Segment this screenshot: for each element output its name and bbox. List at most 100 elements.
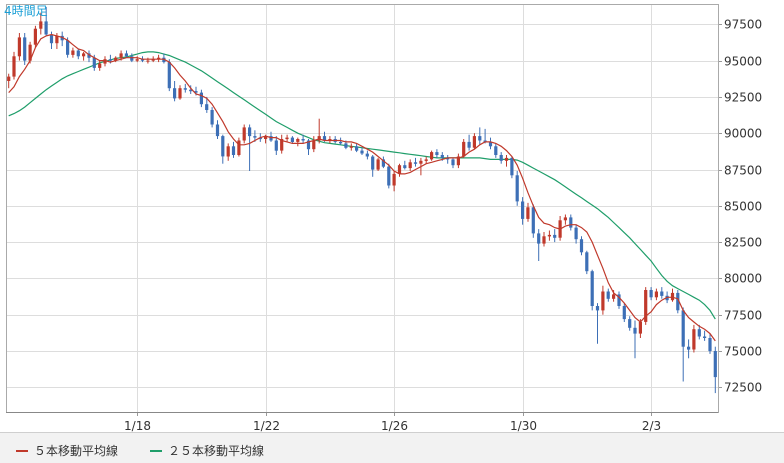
candle <box>87 50 91 63</box>
candle <box>595 303 600 344</box>
candle <box>628 316 632 331</box>
candle-body <box>103 59 107 64</box>
candle <box>590 269 594 311</box>
candle-body <box>633 327 637 334</box>
candle-body <box>397 165 402 174</box>
candle-body <box>119 53 123 58</box>
candle-body <box>264 136 268 139</box>
candle-body <box>71 50 75 55</box>
candle <box>237 137 241 157</box>
candle <box>328 136 332 144</box>
candle <box>408 159 412 171</box>
candle-body <box>644 290 648 322</box>
candle-body <box>344 143 348 148</box>
x-tick-label: 1/26 <box>381 419 408 432</box>
candle <box>687 339 691 359</box>
candle-body <box>547 234 551 237</box>
candle-body <box>665 295 669 301</box>
candle-body <box>478 136 482 141</box>
candle-body <box>376 159 380 170</box>
candle-body <box>258 137 262 140</box>
y-tick-label: 92500 <box>724 91 762 105</box>
candle-body <box>242 127 246 141</box>
y-tick-label: 82500 <box>724 236 762 250</box>
candle-body <box>253 136 257 138</box>
y-tick-label: 72500 <box>724 381 762 395</box>
candle-body <box>140 59 145 61</box>
candle-body <box>371 156 375 170</box>
candle <box>312 136 316 153</box>
candle <box>381 156 385 169</box>
candle-body <box>39 21 43 29</box>
candles-layer <box>7 6 717 394</box>
candle-body <box>670 292 675 301</box>
candle-body <box>585 252 589 272</box>
candle-body <box>98 63 102 68</box>
candle-body <box>510 157 514 176</box>
y-tick-label: 95000 <box>724 55 762 69</box>
candle-body <box>221 136 225 157</box>
candle <box>692 324 696 353</box>
candle-body <box>531 207 535 234</box>
candle <box>82 51 86 61</box>
candle-body <box>563 217 567 221</box>
candle-body <box>28 44 32 61</box>
x-tick-label: 1/22 <box>253 419 280 432</box>
candle <box>606 288 610 302</box>
axes-layer: 97500 95000 92500 90000 87500 85000 82500 80000… <box>6 4 762 432</box>
candle <box>681 307 685 382</box>
candle-body <box>628 319 632 328</box>
legend: ５本移動平均線 ２５本移動平均線 <box>0 432 784 463</box>
x-tick-label: 2/3 <box>642 419 661 432</box>
candle <box>494 143 498 158</box>
candle-body <box>66 40 70 55</box>
candle <box>537 229 541 261</box>
candle-body <box>601 291 605 311</box>
candle-body <box>349 146 353 148</box>
candle-body <box>231 146 236 155</box>
candle <box>221 134 225 164</box>
candle-body <box>703 336 707 338</box>
candle-body <box>403 165 407 169</box>
candle <box>365 150 369 160</box>
y-tick-label: 90000 <box>724 127 762 141</box>
candle <box>472 133 476 150</box>
candle <box>697 324 701 340</box>
candle-body <box>114 57 118 61</box>
candle <box>392 171 396 192</box>
y-tick-label: 87500 <box>724 164 762 178</box>
candle-body <box>339 141 343 144</box>
candle-body <box>435 152 439 155</box>
candle <box>579 236 584 256</box>
candle-body <box>542 236 546 244</box>
candle-body <box>387 166 391 186</box>
candle-body <box>167 62 171 89</box>
candle-body <box>301 139 305 141</box>
candle <box>660 287 664 299</box>
candle <box>601 285 605 315</box>
candle <box>199 89 203 108</box>
candle-body <box>210 110 214 125</box>
candlestick-chart: 97500 95000 92500 90000 87500 85000 82500 80000… <box>6 4 762 432</box>
candle-body <box>676 292 680 311</box>
candle-body <box>151 59 155 61</box>
candle <box>355 143 359 153</box>
candle <box>446 155 450 164</box>
candle-body <box>526 207 530 219</box>
candle <box>670 288 675 302</box>
candle <box>285 134 289 142</box>
candle <box>478 127 482 145</box>
candle <box>435 149 439 158</box>
candle <box>430 150 434 161</box>
candle-body <box>296 139 300 142</box>
candle <box>124 50 128 58</box>
candle-body <box>157 57 161 60</box>
candle-body <box>226 146 230 157</box>
candle-body <box>553 234 557 238</box>
candle <box>231 141 236 158</box>
candle-body <box>23 37 27 61</box>
candle-body <box>355 146 359 151</box>
candle <box>456 153 460 169</box>
candle-body <box>49 34 54 44</box>
candle <box>585 250 589 275</box>
